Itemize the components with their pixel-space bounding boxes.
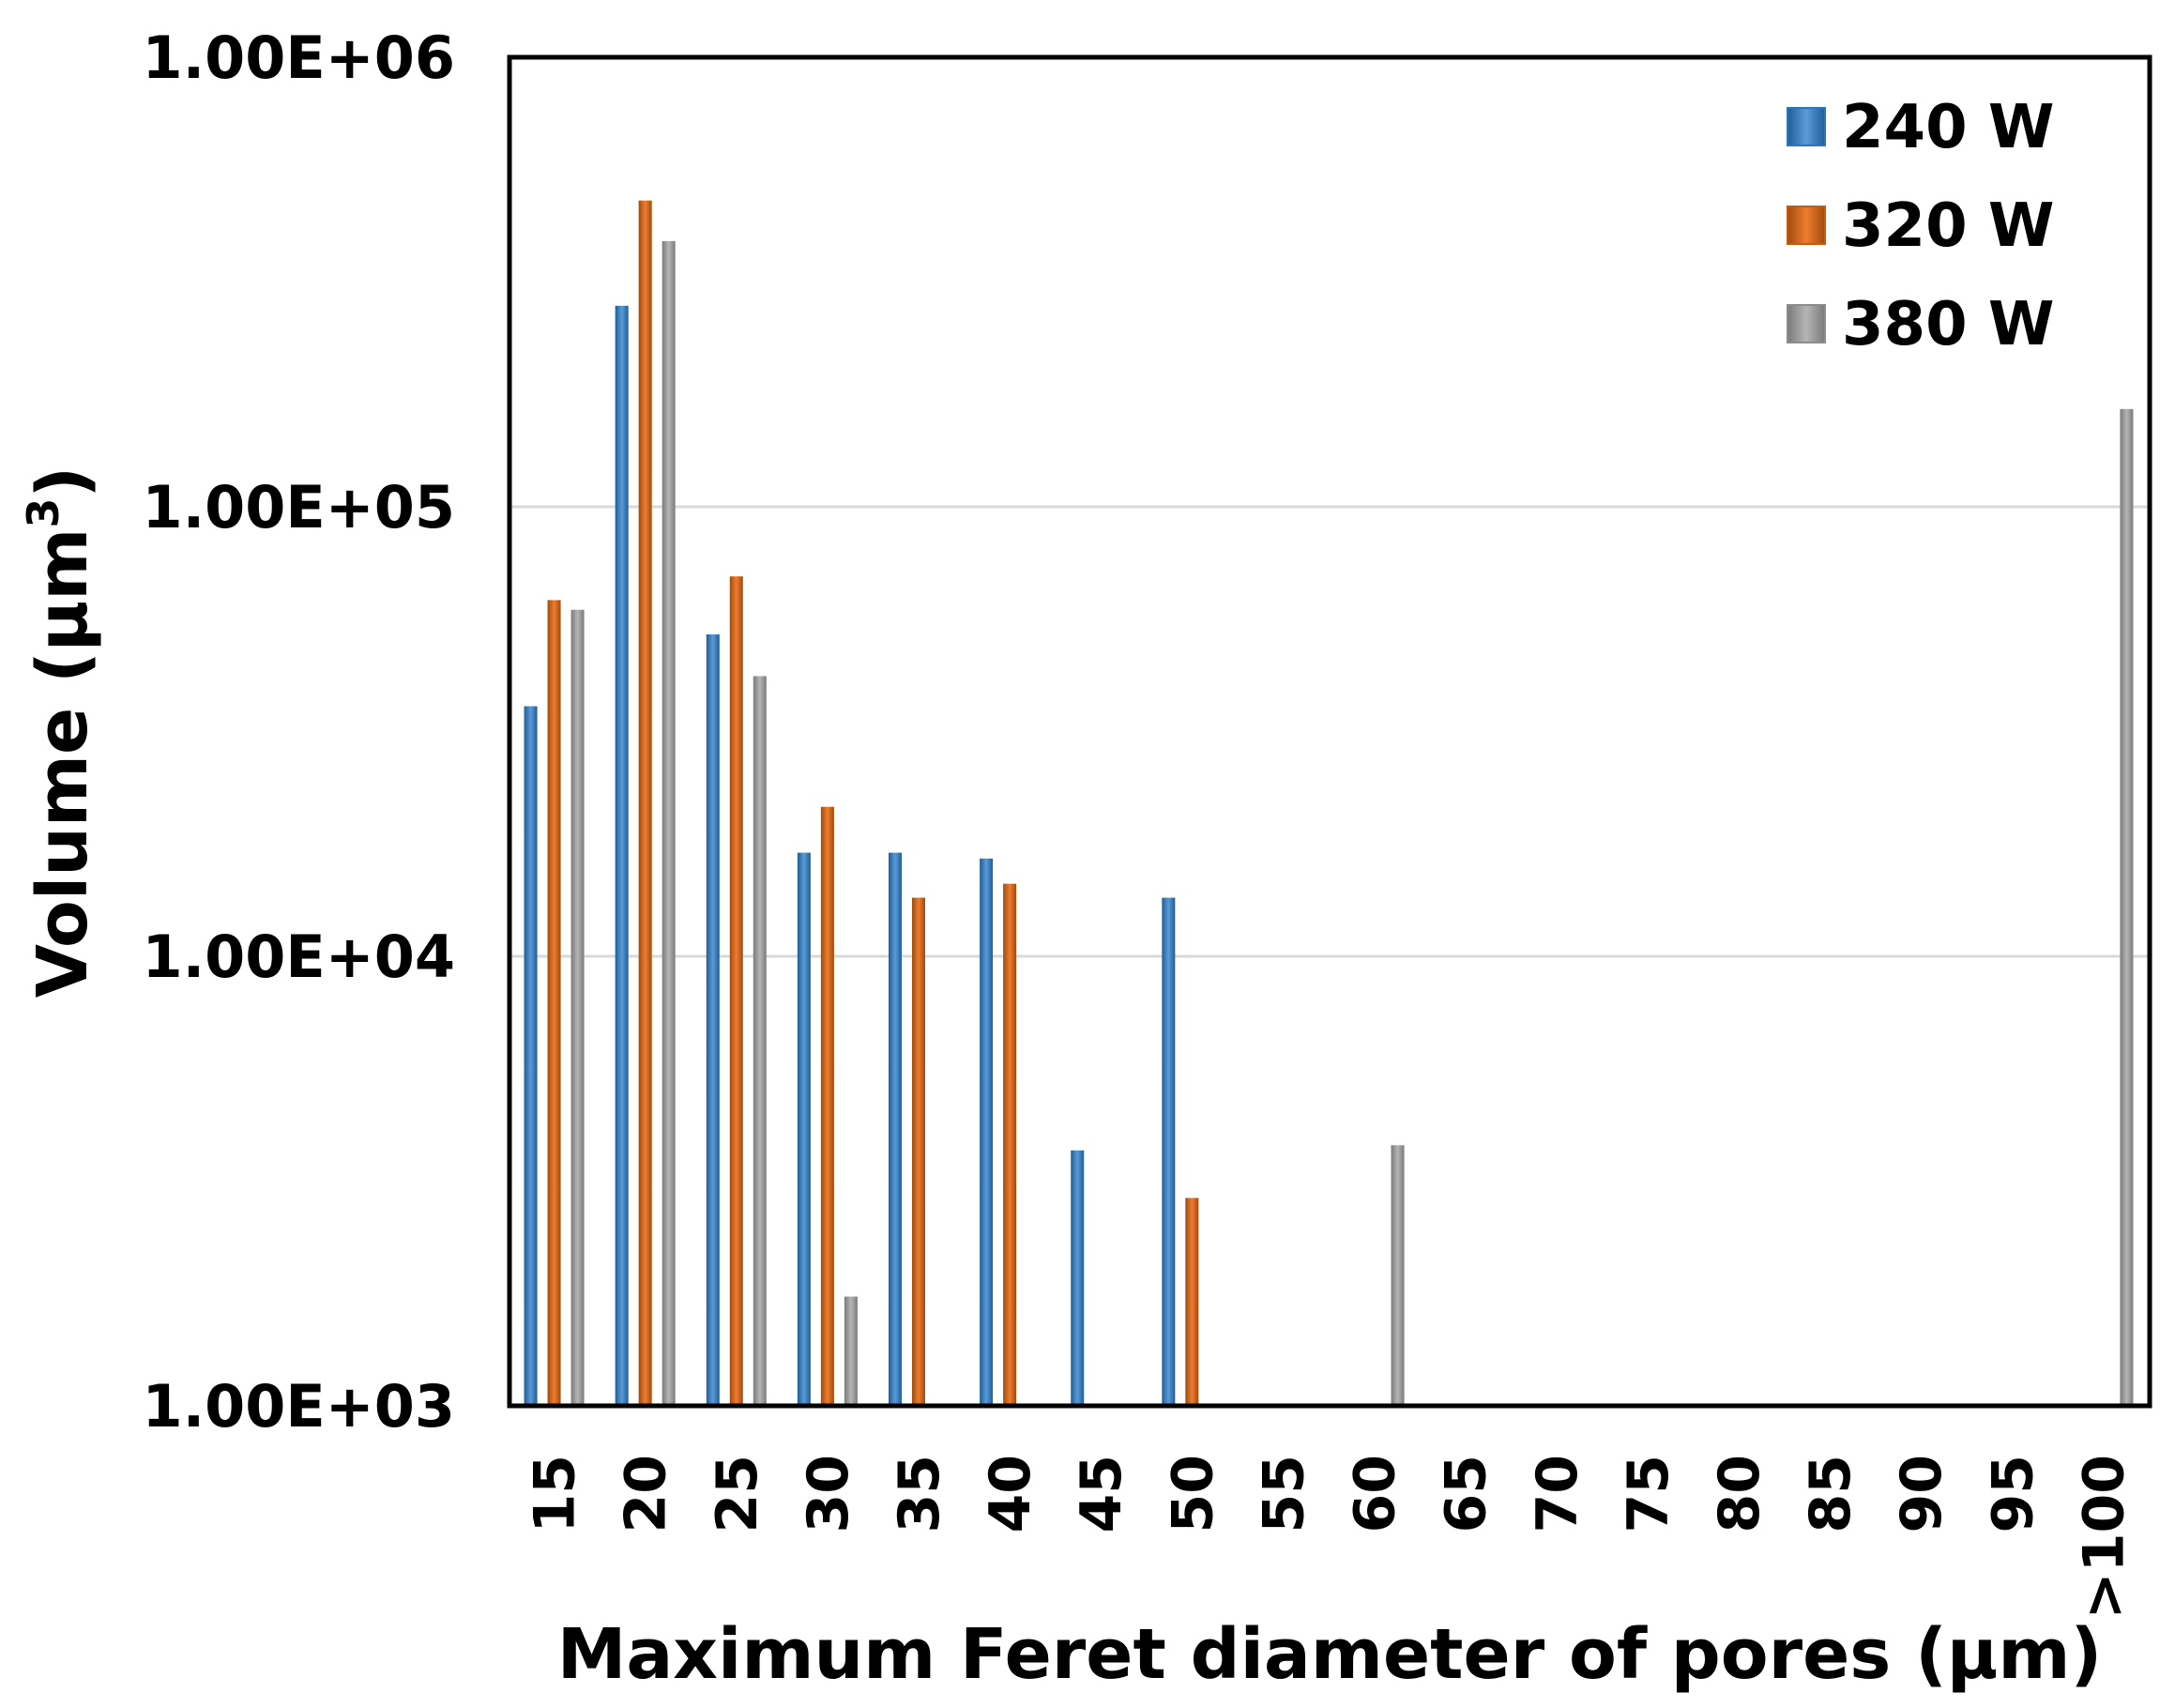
x-tick-label: 85 (1798, 1455, 1863, 1533)
y-tick-label: 1.00E+03 (142, 1372, 455, 1441)
x-tick-label: 45 (1069, 1455, 1134, 1533)
y-axis-label-superscript: 3 (18, 498, 68, 528)
x-tick-label: 15 (523, 1455, 588, 1533)
x-tick-label: 90 (1889, 1455, 1954, 1533)
legend: 240 W 320 W 380 W (1787, 93, 2054, 359)
bar-380w-20 (662, 240, 676, 1406)
x-tick-label: 70 (1525, 1455, 1590, 1533)
x-tick-label: 55 (1251, 1455, 1316, 1533)
x-tick-label: 40 (978, 1455, 1043, 1533)
x-tick-label: 60 (1343, 1455, 1408, 1533)
x-tick-label: 20 (614, 1455, 679, 1533)
y-tick-label: 1.00E+04 (142, 923, 455, 991)
y-axis-label-text: Volume (µm (23, 528, 103, 999)
bar-320w-15 (547, 600, 561, 1406)
bar-320w-20 (638, 200, 652, 1407)
legend-label-380w: 380 W (1842, 290, 2054, 359)
x-tick-label: 25 (705, 1455, 770, 1533)
x-axis-ticks: 15 20 25 30 35 40 45 50 55 60 65 70 75 80 85 90 95 >100 (523, 1455, 2137, 1620)
y-tick-label: 1.00E+05 (142, 473, 455, 541)
legend-swatch-320w (1787, 206, 1826, 245)
bar-240w-20 (615, 305, 629, 1407)
bar-240w-15 (524, 706, 538, 1406)
x-tick-label: 30 (796, 1455, 861, 1533)
bar-240w-40 (980, 858, 994, 1406)
bar-380w-15 (570, 609, 585, 1406)
x-tick-label: 95 (1980, 1455, 2046, 1533)
x-tick-label: 80 (1707, 1455, 1772, 1533)
bars (524, 200, 2134, 1407)
x-axis-label: Maximum Feret diameter of pores (µm) (557, 1614, 2103, 1695)
bar-240w-50 (1162, 897, 1176, 1406)
bar-320w-50 (1185, 1197, 1199, 1406)
bar-240w-35 (889, 852, 902, 1406)
x-tick-label: 50 (1160, 1455, 1225, 1533)
legend-swatch-240w (1787, 107, 1826, 146)
legend-label-320w: 320 W (1842, 191, 2054, 261)
plot-frame (507, 54, 2152, 1409)
legend-label-240w: 240 W (1842, 93, 2054, 162)
legend-swatch-380w (1787, 304, 1826, 343)
y-axis-label: Volume (µm3) (18, 466, 103, 998)
bar-320w-30 (820, 806, 834, 1406)
gridlines (510, 505, 2150, 958)
bar-380w-gt100 (2120, 408, 2134, 1406)
y-axis-ticks: 1.00E+03 1.00E+04 1.00E+05 1.00E+06 (142, 23, 455, 1441)
x-tick-label: 65 (1434, 1455, 1499, 1533)
x-tick-label: 35 (887, 1455, 952, 1533)
y-tick-label: 1.00E+06 (142, 23, 455, 92)
bar-380w-60 (1391, 1145, 1405, 1406)
bar-240w-25 (706, 634, 720, 1406)
x-tick-label: >100 (2071, 1455, 2137, 1620)
bar-320w-40 (1003, 883, 1017, 1406)
y-axis-label-close: ) (23, 466, 103, 498)
bar-240w-45 (1071, 1150, 1085, 1406)
bar-320w-25 (729, 576, 743, 1406)
bar-380w-30 (844, 1296, 858, 1406)
bar-320w-35 (912, 897, 925, 1406)
bar-380w-25 (753, 676, 767, 1406)
x-tick-label: 75 (1616, 1455, 1681, 1533)
bar-240w-30 (797, 852, 811, 1406)
